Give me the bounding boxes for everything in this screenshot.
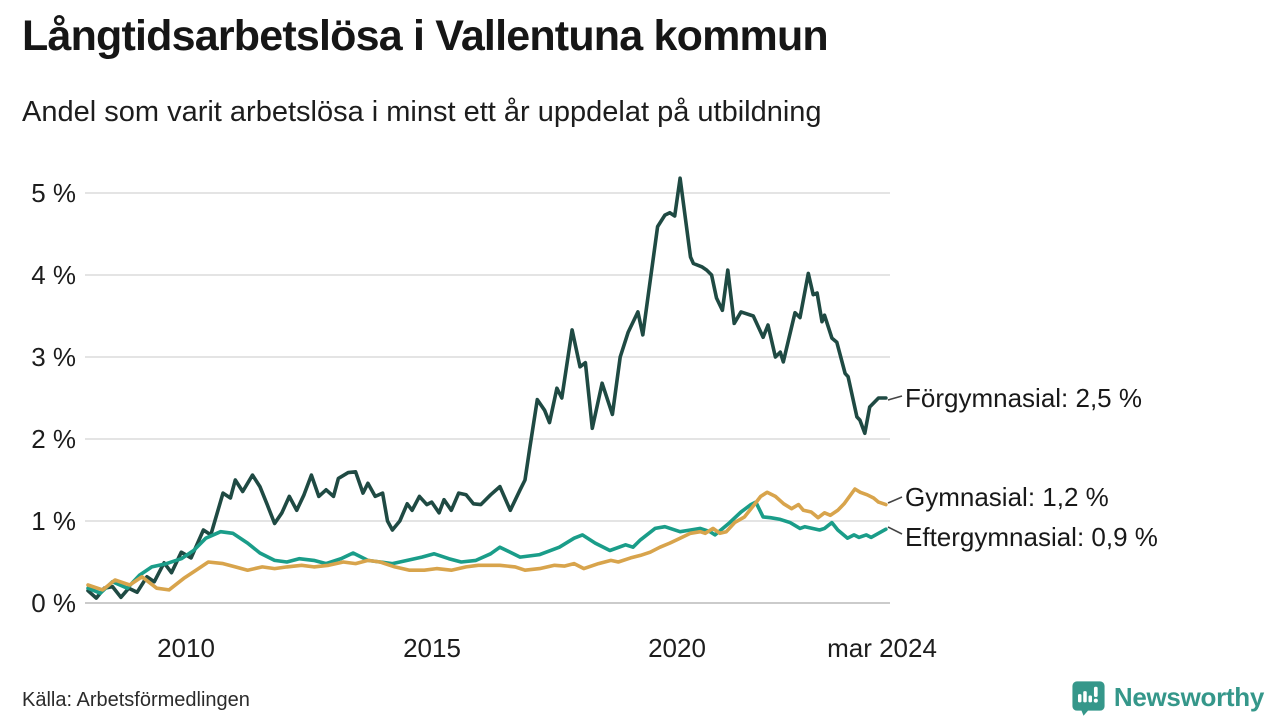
label-connector-forgymnasial xyxy=(887,395,903,401)
x-tick-label-mar-2024: mar 2024 xyxy=(827,633,937,663)
y-tick-label-1pct: 1 % xyxy=(31,506,76,536)
page-title: Långtidsarbetslösa i Vallentuna kommun xyxy=(22,12,829,60)
series-line-forgymnasial xyxy=(86,176,888,600)
page-subtitle: Andel som varit arbetslösa i minst ett å… xyxy=(22,96,822,128)
x-tick-label-2015: 2015 xyxy=(403,633,461,663)
label-connector-gymnasial xyxy=(887,496,903,504)
series-end-label-forgymnasial: Förgymnasial: 2,5 % xyxy=(905,383,1142,413)
y-tick-label-0pct: 0 % xyxy=(31,588,76,618)
newsworthy-bubble-barchart-icon xyxy=(1070,679,1107,716)
y-tick-label-2pct: 2 % xyxy=(31,424,76,454)
y-tick-label-3pct: 3 % xyxy=(31,342,76,372)
label-connector-eftergymnasial xyxy=(887,526,903,535)
series-line-gymnasial xyxy=(86,487,888,592)
series-line-eftergymnasial xyxy=(86,500,888,596)
series-end-label-gymnasial: Gymnasial: 1,2 % xyxy=(905,482,1109,512)
x-tick-label-2010: 2010 xyxy=(157,633,215,663)
newsworthy-wordmark: Newsworthy xyxy=(1113,682,1264,712)
y-tick-label-5pct: 5 % xyxy=(31,178,76,208)
series-end-label-eftergymnasial: Eftergymnasial: 0,9 % xyxy=(905,522,1158,552)
source-note: Källa: Arbetsförmedlingen xyxy=(22,689,250,711)
newsworthy-brand: Newsworthy xyxy=(1070,679,1264,716)
x-tick-label-2020: 2020 xyxy=(648,633,706,663)
y-tick-label-4pct: 4 % xyxy=(31,260,76,290)
